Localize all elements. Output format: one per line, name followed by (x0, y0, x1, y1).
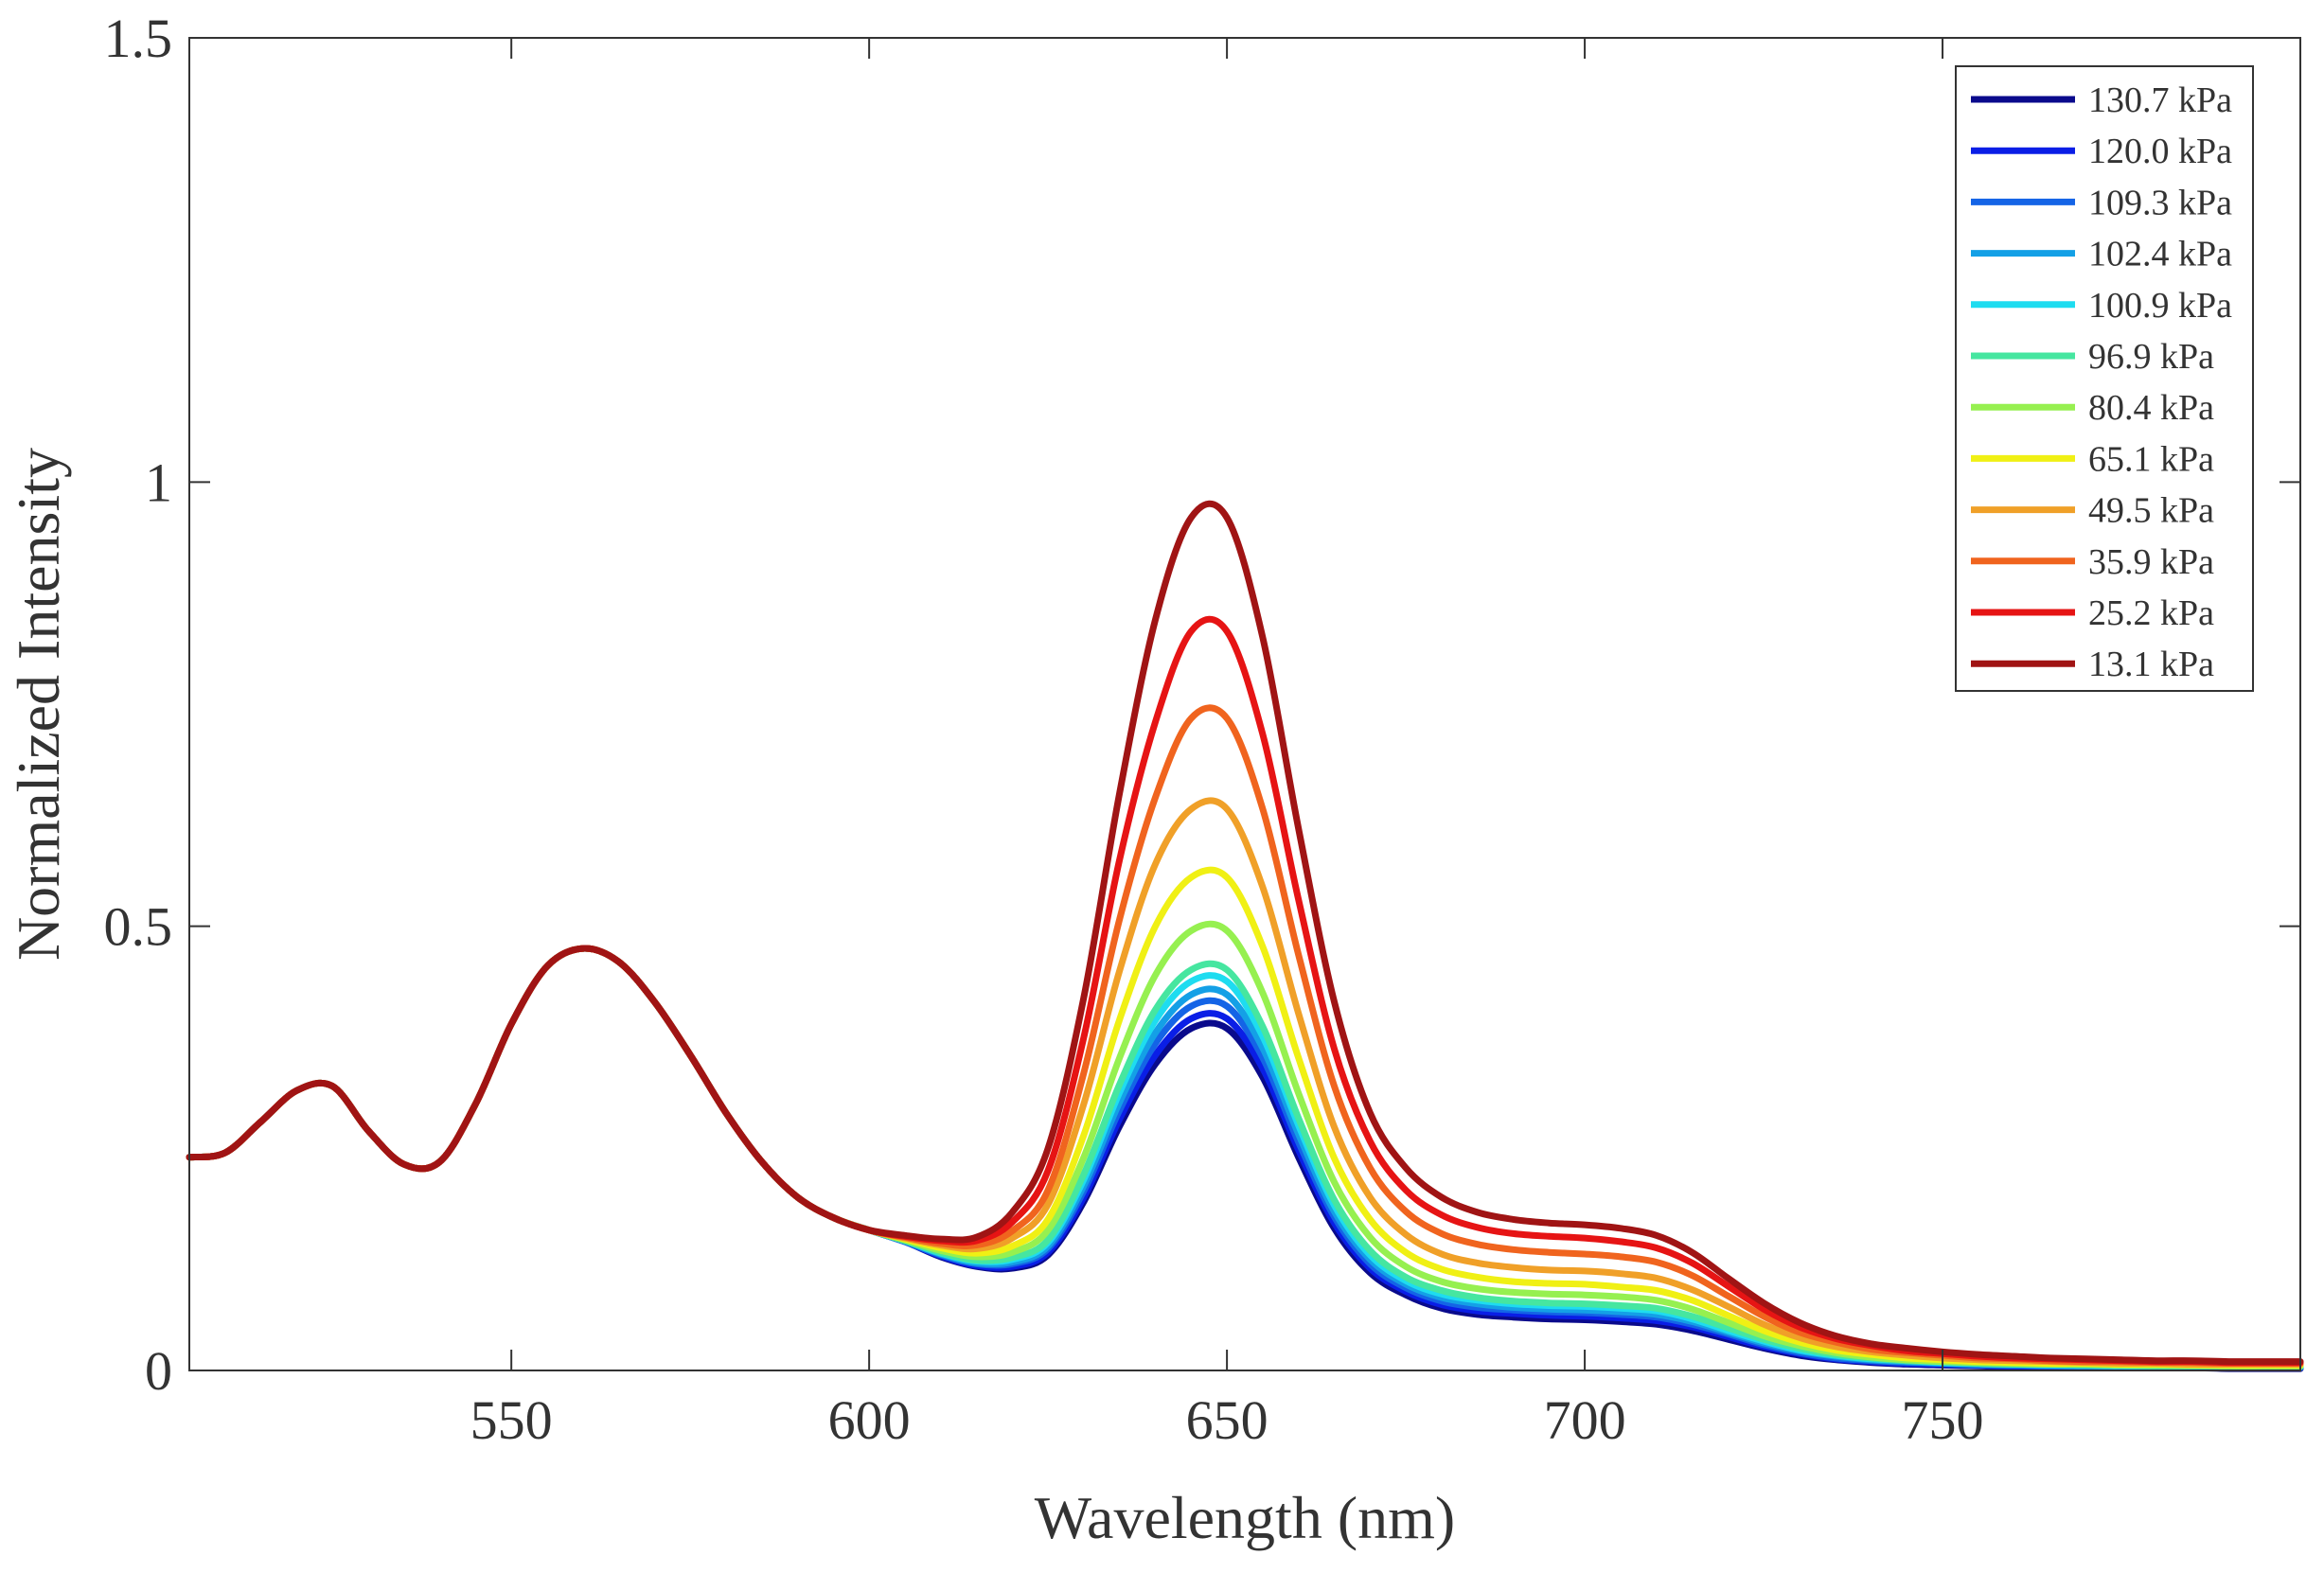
x-tick-label: 650 (1186, 1389, 1268, 1451)
legend: 130.7 kPa 120.0 kPa 109.3 kPa 102.4 kPa 100.… (1955, 65, 2254, 692)
legend-label-80-4-kpa: 80.4 kPa (2088, 388, 2214, 428)
x-tick-label: 600 (828, 1389, 911, 1451)
x-axis-title: Wavelength (nm) (1035, 1484, 1455, 1551)
y-tick-label: 0.5 (104, 896, 173, 958)
legend-label-102-4-kpa: 102.4 kPa (2088, 235, 2232, 274)
x-tick-label: 550 (470, 1389, 553, 1451)
legend-items: 130.7 kPa 120.0 kPa 109.3 kPa 102.4 kPa 100.… (1971, 80, 2232, 684)
plot-background (189, 38, 2300, 1370)
legend-label-65-1-kpa: 65.1 kPa (2088, 439, 2214, 479)
x-axis-ticks: 550 600 650 700 750 (470, 38, 1984, 1451)
series-line-13-1-kpa (186, 500, 2304, 1366)
y-tick-label: 1 (145, 451, 172, 513)
legend-label-13-1-kpa: 13.1 kPa (2088, 645, 2214, 684)
legend-label-100-9-kpa: 100.9 kPa (2088, 286, 2232, 326)
x-tick-label: 700 (1544, 1389, 1626, 1451)
legend-label-35-9-kpa: 35.9 kPa (2088, 542, 2214, 582)
plot-frame (188, 37, 2301, 1371)
legend-label-120-0-kpa: 120.0 kPa (2088, 132, 2232, 171)
legend-label-109-3-kpa: 109.3 kPa (2088, 183, 2232, 222)
y-tick-label: 1.5 (104, 8, 173, 69)
legend-label-130-7-kpa: 130.7 kPa (2088, 80, 2232, 120)
legend-label-49-5-kpa: 49.5 kPa (2088, 491, 2214, 531)
legend-label-96-9-kpa: 96.9 kPa (2088, 337, 2214, 377)
legend-label-25-2-kpa: 25.2 kPa (2088, 593, 2214, 633)
y-tick-label: 0 (145, 1340, 172, 1402)
y-axis-title: Normalized Intensity (5, 448, 72, 961)
x-tick-label: 750 (1902, 1389, 1984, 1451)
y-axis-ticks: 0 0.5 1 1.5 (104, 8, 2300, 1402)
series-layer (186, 500, 2304, 1372)
legend-box (1955, 65, 2254, 692)
